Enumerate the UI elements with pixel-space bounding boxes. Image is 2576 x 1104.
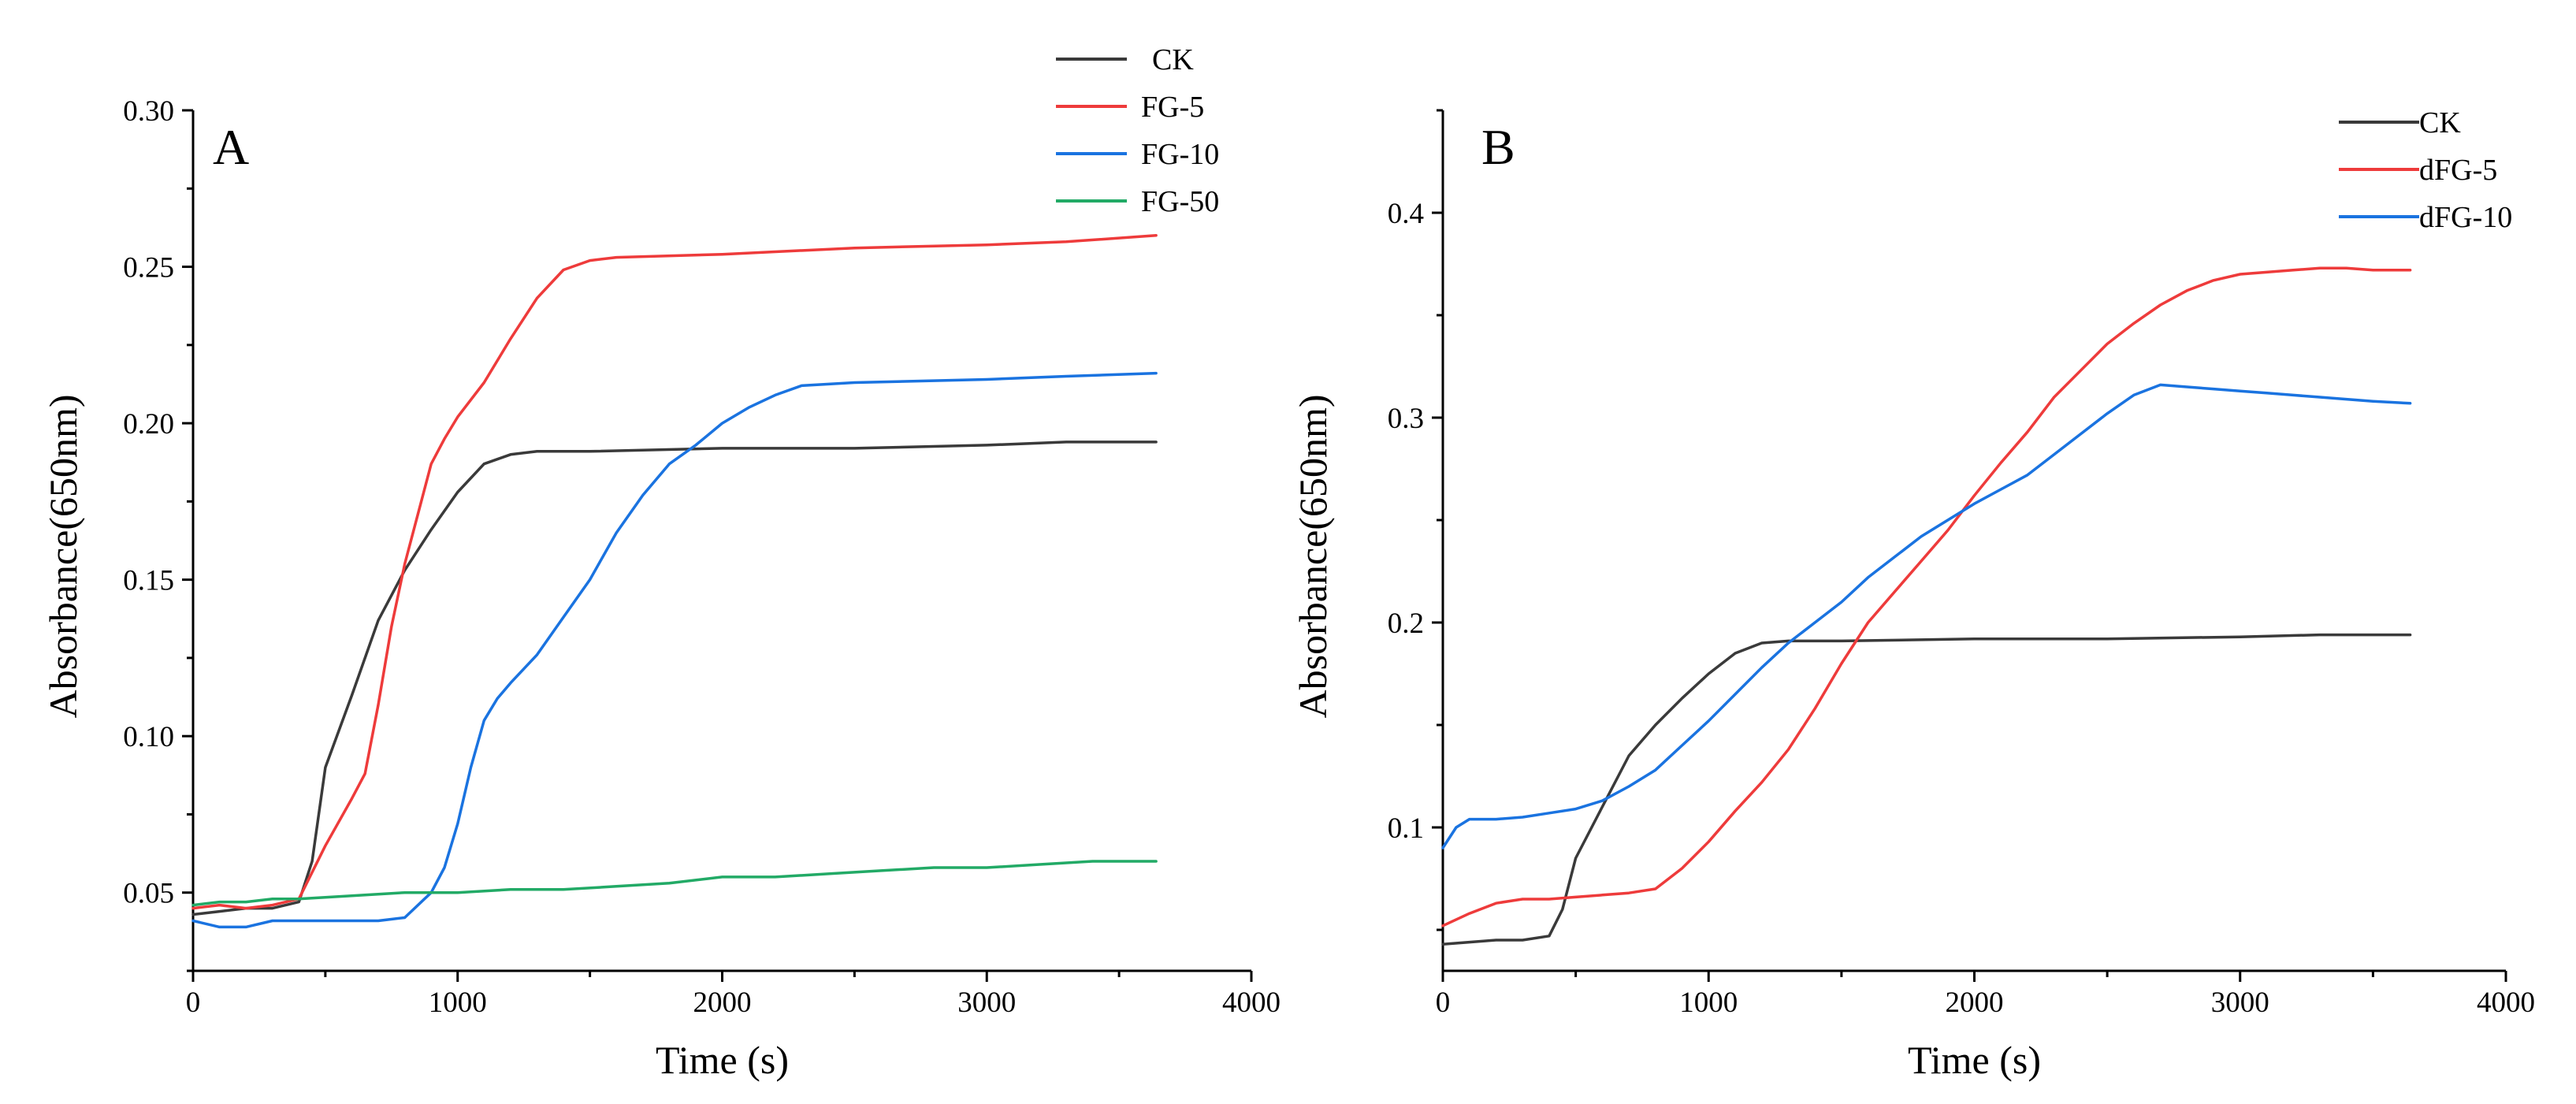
y-tick-label: 0.1 bbox=[1388, 812, 1424, 845]
x-axis-title: Time (s) bbox=[656, 1038, 789, 1082]
legend-label-ck: CK bbox=[2419, 106, 2461, 139]
legend-label-fg-10: FG-10 bbox=[1141, 138, 1219, 171]
y-axis-title: Absorbance(650nm) bbox=[1291, 395, 1335, 719]
legend-label-dfg-10: dFG-10 bbox=[2419, 201, 2512, 234]
y-tick-label: 0.25 bbox=[123, 252, 174, 284]
x-tick-label: 3000 bbox=[957, 987, 1016, 1019]
x-tick-label: 1000 bbox=[429, 987, 487, 1019]
legend-label-ck: CK bbox=[1152, 43, 1194, 76]
series-line-ck bbox=[1441, 633, 2412, 946]
panel-b: 0 1000 2000 3000 4000 0.1 0.2 0.3 0.4 Time (s) Abs… bbox=[1291, 106, 2535, 1082]
legend-label-dfg-5: dFG-5 bbox=[2419, 154, 2497, 187]
y-tick-label: 0.15 bbox=[123, 565, 174, 597]
series-line-dfg-5 bbox=[1441, 266, 2412, 927]
panel-label: A bbox=[213, 119, 249, 175]
panel-label: B bbox=[1481, 119, 1515, 175]
y-tick-label: 0.20 bbox=[123, 408, 174, 440]
y-tick-label: 0.30 bbox=[123, 95, 174, 128]
x-tick-label: 4000 bbox=[1222, 987, 1281, 1019]
legend-label-fg-50: FG-50 bbox=[1141, 185, 1219, 218]
legend-label-fg-5: FG-5 bbox=[1141, 91, 1204, 124]
x-tick-label: 2000 bbox=[693, 987, 752, 1019]
series-line-fg-10 bbox=[191, 371, 1158, 929]
y-axis-title: Absorbance(650nm) bbox=[41, 395, 85, 719]
y-tick-label: 0.2 bbox=[1388, 608, 1424, 640]
series-line-fg-50 bbox=[191, 860, 1158, 907]
x-tick-label: 4000 bbox=[2477, 987, 2535, 1019]
y-tick-label: 0.4 bbox=[1388, 198, 1424, 230]
x-tick-label: 0 bbox=[186, 987, 201, 1019]
series-line-fg-5 bbox=[191, 234, 1158, 910]
panel-a: 0 1000 2000 3000 4000 0.05 0.10 0.15 0.20 0.25 0.3… bbox=[41, 43, 1281, 1082]
x-tick-label: 0 bbox=[1436, 987, 1451, 1019]
x-tick-label: 2000 bbox=[1946, 987, 2004, 1019]
series-line-ck bbox=[191, 440, 1158, 916]
y-tick-label: 0.3 bbox=[1388, 403, 1424, 435]
x-tick-label: 3000 bbox=[2211, 987, 2269, 1019]
x-axis-title: Time (s) bbox=[1908, 1038, 2041, 1082]
y-tick-label: 0.05 bbox=[123, 878, 174, 910]
x-tick-label: 1000 bbox=[1679, 987, 1738, 1019]
y-tick-label: 0.10 bbox=[123, 721, 174, 753]
series-line-dfg-10 bbox=[1441, 383, 2412, 849]
